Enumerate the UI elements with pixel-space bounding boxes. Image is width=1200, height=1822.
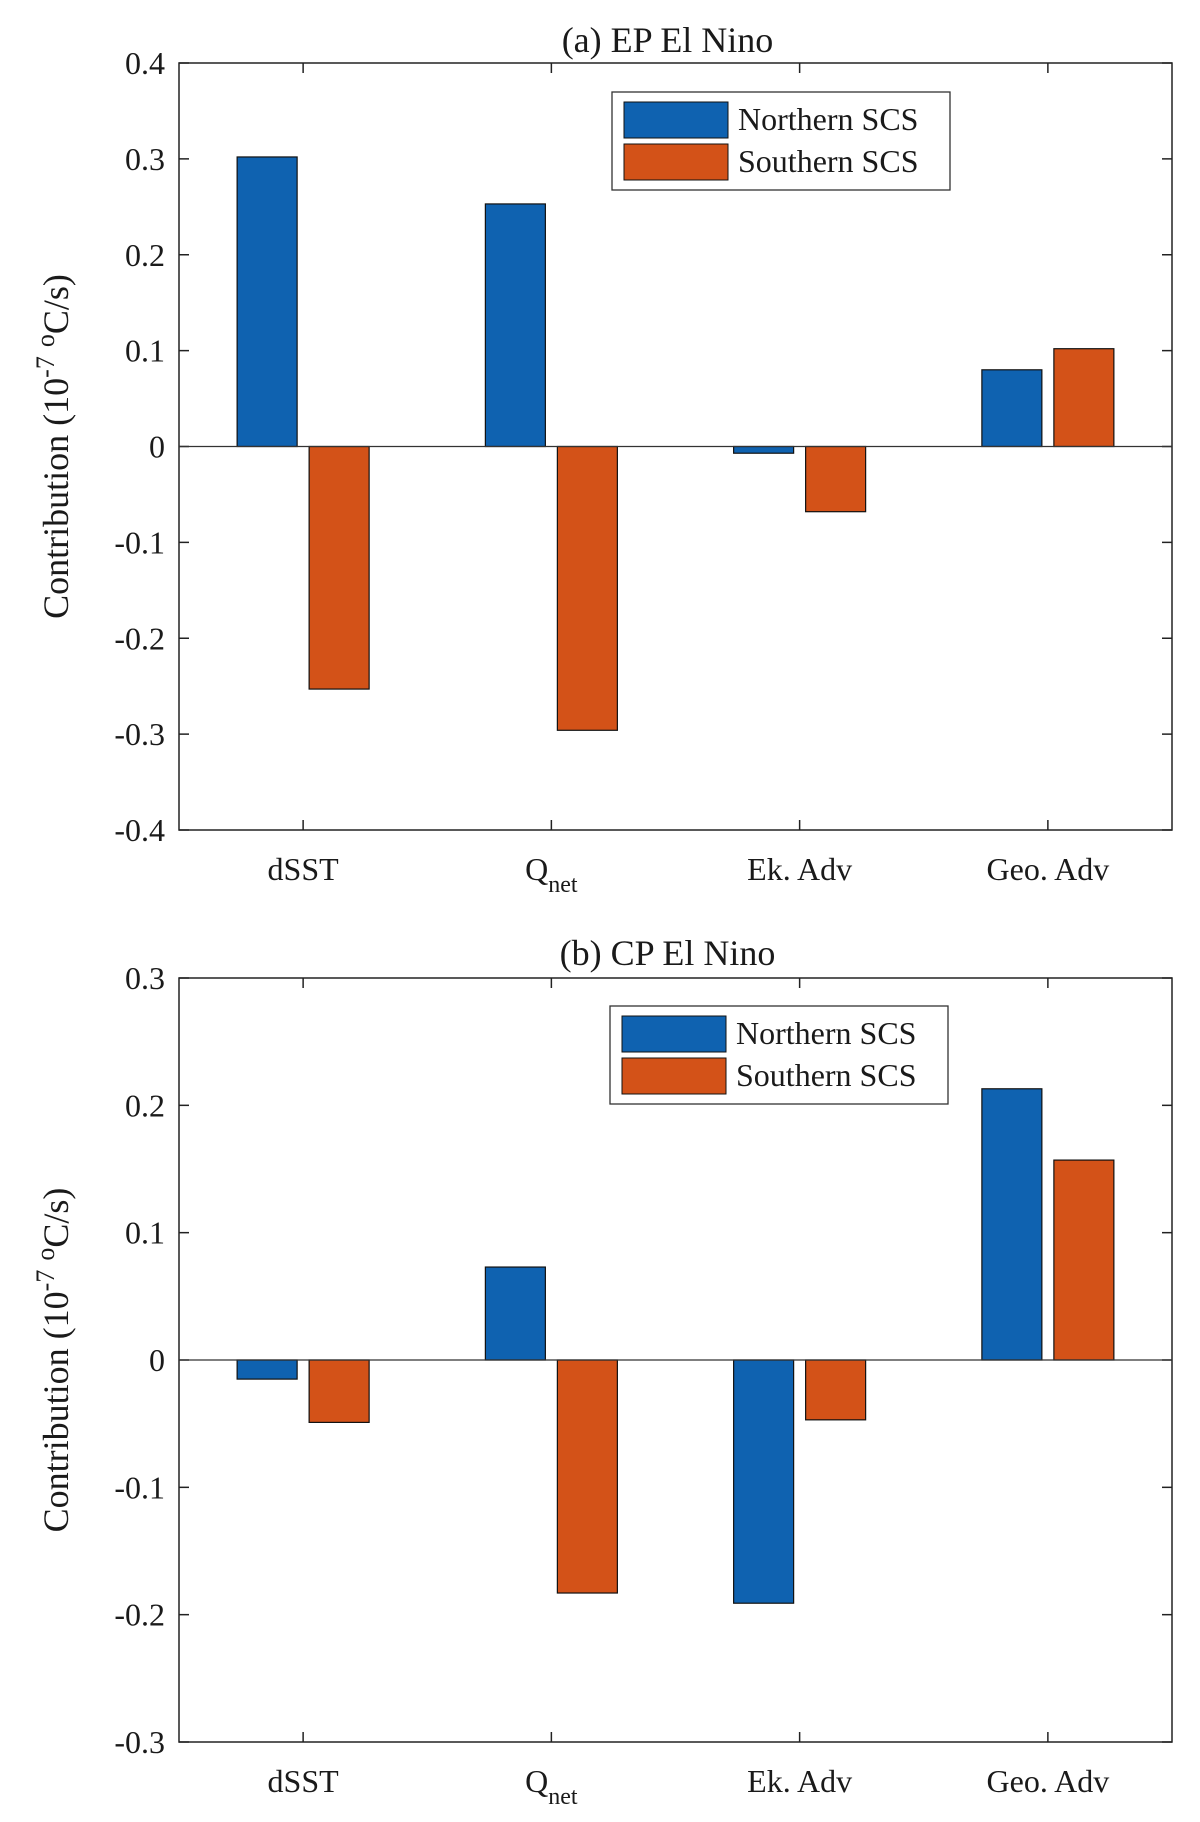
bar-northern-0: [236, 1359, 298, 1380]
bar-northern-2: [733, 1359, 795, 1604]
x-tick-label-main: Q: [525, 1763, 548, 1799]
y-axis-label: Contribution (10-7 oC/s): [31, 274, 76, 619]
y-tick-label: 0.3: [125, 141, 165, 177]
bar-northern-1: [484, 203, 546, 448]
x-tick-label: dSST: [268, 851, 340, 887]
x-tick-label-main: Geo. Adv: [987, 851, 1110, 887]
chart-title: (a) EP El Nino: [562, 20, 774, 60]
x-tick-label-main: Ek. Adv: [747, 1763, 852, 1799]
bar-northern-0: [236, 156, 298, 448]
y-axis-label-degree: o: [31, 334, 60, 347]
y-axis-label-space: [36, 1261, 76, 1270]
legend-label-northern: Northern SCS: [738, 101, 918, 137]
legend-swatch-northern: [621, 1015, 727, 1053]
x-tick-label-subscript: net: [548, 872, 578, 898]
bar-northern-3: [981, 1088, 1043, 1361]
x-tick-label: Geo. Adv: [987, 1763, 1110, 1799]
y-tick-label: -0.4: [114, 812, 165, 848]
legend-swatch-southern: [621, 1057, 727, 1095]
chart-title: (b) CP El Nino: [560, 933, 776, 973]
y-axis-label-exponent: -7: [31, 1270, 60, 1292]
y-tick-label: 0.1: [125, 1215, 165, 1251]
y-tick-label: -0.3: [114, 716, 165, 752]
bar-southern-1: [556, 445, 618, 731]
y-axis-label-main: Contribution (10: [36, 1291, 76, 1532]
x-tick-label: Ek. Adv: [747, 851, 852, 887]
bar-southern-1: [556, 1359, 618, 1594]
y-axis-label-main: Contribution (10: [36, 378, 76, 619]
x-tick-label-main: Ek. Adv: [747, 851, 852, 887]
y-tick-label: 0.4: [125, 45, 165, 81]
y-tick-label: 0.1: [125, 333, 165, 369]
y-axis-label-unit: C/s): [36, 1188, 76, 1248]
x-tick-label: Geo. Adv: [987, 851, 1110, 887]
y-tick-label: 0: [149, 1342, 165, 1378]
legend-label-northern: Northern SCS: [736, 1015, 916, 1051]
x-tick-label-main: dSST: [268, 851, 340, 887]
y-tick-label: -0.3: [114, 1724, 165, 1760]
x-tick-label: dSST: [268, 1763, 340, 1799]
bar-southern-0: [308, 445, 370, 690]
y-axis-label-degree: o: [31, 1248, 60, 1261]
x-tick-label-main: Q: [525, 851, 548, 887]
bar-southern-2: [805, 445, 867, 513]
y-tick-label: -0.2: [114, 1597, 165, 1633]
bar-southern-3: [1053, 348, 1115, 448]
legend-label-southern: Southern SCS: [738, 143, 918, 179]
y-tick-label: 0.2: [125, 1087, 165, 1123]
x-tick-label-main: dSST: [268, 1763, 340, 1799]
x-tick-label: Qnet: [525, 851, 578, 898]
y-tick-label: -0.2: [114, 620, 165, 656]
bar-northern-1: [484, 1266, 546, 1361]
y-tick-label: -0.1: [114, 524, 165, 560]
bar-southern-2: [805, 1359, 867, 1421]
y-axis-label-exponent: -7: [31, 356, 60, 378]
legend-swatch-southern: [623, 143, 729, 181]
x-tick-label-subscript: net: [548, 1784, 578, 1810]
y-tick-label: 0: [149, 429, 165, 465]
y-axis-label-space: [36, 347, 76, 356]
y-tick-label: 0.3: [125, 960, 165, 996]
chart-panel-b: -0.3 -0.2 -0.1 0 0.1 0.2 0.3 dSST Qnet Ek. Adv Geo…: [31, 933, 1173, 1810]
legend-swatch-northern: [623, 101, 729, 139]
bar-southern-3: [1053, 1159, 1115, 1361]
x-tick-label-main: Geo. Adv: [987, 1763, 1110, 1799]
bar-southern-0: [308, 1359, 370, 1423]
bar-northern-2: [733, 445, 795, 454]
y-axis-label: Contribution (10-7 oC/s): [31, 1188, 76, 1533]
y-tick-label: 0.2: [125, 237, 165, 273]
bar-northern-3: [981, 369, 1043, 448]
y-tick-label: -0.1: [114, 1469, 165, 1505]
chart-panel-a: -0.4 -0.3 -0.2 -0.1 0 0.1 0.2 0.3 0.4 dSST Qnet Ek.…: [31, 20, 1173, 898]
legend: Northern SCS Southern SCS: [609, 1005, 949, 1105]
legend: Northern SCS Southern SCS: [611, 91, 951, 191]
legend-label-southern: Southern SCS: [736, 1057, 916, 1093]
x-tick-label: Ek. Adv: [747, 1763, 852, 1799]
y-axis-label-unit: C/s): [36, 274, 76, 334]
x-tick-label: Qnet: [525, 1763, 578, 1810]
